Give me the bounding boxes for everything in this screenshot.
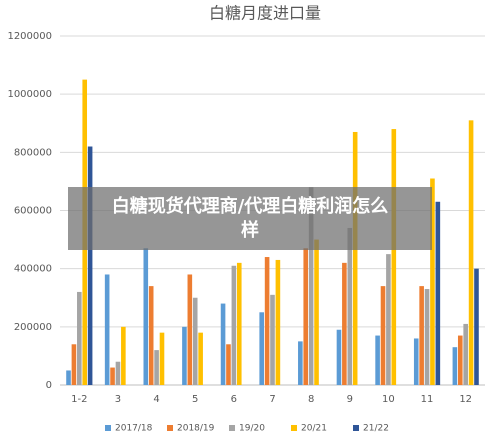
x-tick-label: 11 [421,394,434,405]
y-tick-label: 800000 [14,147,52,158]
y-tick-label: 1200000 [7,31,52,42]
bar [303,248,309,385]
y-tick-label: 600000 [14,206,52,217]
bar [463,323,468,385]
bar [435,201,441,385]
x-tick-label: 10 [382,394,395,405]
bar [104,274,110,385]
legend-label: 2018/19 [177,424,215,434]
bar [71,344,77,385]
bar [336,329,342,385]
x-tick-label: 7 [269,394,275,405]
bar [231,265,237,385]
legend-swatch [229,425,235,431]
bar [270,294,275,385]
bar [192,297,198,385]
legend-label: 21/22 [363,424,389,434]
bar [380,286,386,385]
bar [143,248,149,385]
legend-swatch [353,425,359,431]
bar [115,361,121,385]
bar [452,347,458,385]
bar [468,120,474,385]
bar [236,262,242,385]
bar [474,268,479,385]
bar [298,341,303,385]
bar [226,344,231,385]
bar [182,326,187,385]
bar [419,286,424,385]
bar [375,335,380,385]
y-tick-label: 0 [46,380,52,391]
bar [187,274,193,385]
bar [159,332,165,385]
chart-title: 白糖月度进口量 [209,4,321,23]
legend-swatch [105,425,111,431]
x-tick-label: 9 [347,394,353,405]
x-tick-label: 3 [115,394,121,405]
legend-label: 19/20 [239,424,265,434]
legend-label: 2017/18 [115,424,153,434]
bar [154,350,159,385]
legend-swatch [291,425,297,431]
bar [110,367,115,385]
bar [314,239,319,385]
x-tick-label: 8 [308,394,314,405]
legend-swatch [167,425,173,431]
y-tick-label: 400000 [14,264,52,275]
bar [308,187,314,385]
bar [342,262,347,385]
x-tick-label: 4 [153,394,159,405]
bar [430,178,435,385]
y-tick-label: 1000000 [7,89,52,100]
legend-label: 20/21 [301,424,327,434]
x-tick-label: 1-2 [71,394,87,405]
bar [259,312,264,385]
bar [198,332,203,385]
bar [275,259,281,385]
bar [352,131,358,385]
x-tick-label: 12 [459,394,472,405]
y-tick-label: 200000 [14,322,52,333]
bar [121,326,126,385]
bar [413,338,419,385]
bar [457,335,463,385]
x-tick-label: 5 [192,394,198,405]
bar [66,370,71,385]
bar [424,289,430,385]
bar [386,254,391,385]
x-tick-label: 6 [231,394,237,405]
bar [347,227,353,385]
bar [391,129,397,385]
bar [148,286,154,385]
overlay-banner: 白糖现货代理商/代理白糖利润怎么样 [68,187,432,250]
bar [87,146,93,385]
bar [220,303,226,385]
bar [264,257,270,385]
bar [77,291,82,385]
